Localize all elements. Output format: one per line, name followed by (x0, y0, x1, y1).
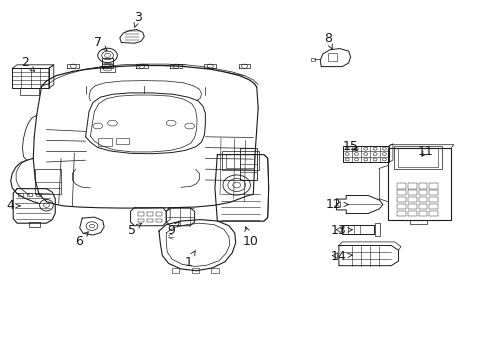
Bar (428, 190, 437, 195)
Text: 14: 14 (330, 250, 352, 263)
Bar (407, 211, 416, 216)
Text: 4: 4 (7, 199, 20, 212)
Text: 15: 15 (343, 140, 358, 153)
Bar (100, 66, 115, 72)
Bar (374, 223, 380, 236)
Bar (409, 220, 426, 224)
Bar (18, 193, 23, 196)
Bar (407, 183, 416, 189)
Bar (225, 154, 254, 168)
Bar (342, 225, 373, 234)
Bar (428, 204, 437, 209)
Text: 6: 6 (75, 232, 88, 248)
Bar (27, 193, 32, 196)
Bar (138, 212, 144, 216)
Bar (12, 68, 49, 88)
Bar (396, 183, 405, 189)
Bar (36, 193, 41, 196)
Bar (397, 148, 437, 167)
Bar (396, 211, 405, 216)
Bar (172, 268, 179, 273)
Bar (407, 204, 416, 209)
Text: 1: 1 (184, 251, 195, 269)
Bar (116, 138, 128, 144)
Text: 5: 5 (128, 224, 141, 237)
Bar (147, 212, 153, 216)
Bar (407, 190, 416, 195)
Bar (393, 146, 441, 169)
Text: 3: 3 (134, 11, 142, 27)
Text: 13: 13 (330, 224, 351, 237)
Text: 12: 12 (325, 198, 347, 211)
Bar (342, 146, 388, 162)
Bar (327, 53, 337, 61)
Text: 2: 2 (21, 56, 35, 71)
Bar (191, 268, 199, 273)
Bar (428, 183, 437, 189)
Bar (396, 190, 405, 195)
Bar (98, 138, 112, 146)
Bar (418, 183, 427, 189)
Bar (138, 219, 144, 222)
Bar (156, 219, 162, 222)
Text: 9: 9 (167, 221, 180, 237)
Bar (396, 204, 405, 209)
Bar (428, 197, 437, 202)
Bar (407, 197, 416, 202)
Bar (222, 151, 258, 170)
Text: 11: 11 (417, 145, 432, 158)
Bar (147, 219, 153, 222)
Bar (396, 197, 405, 202)
Bar (239, 148, 256, 180)
Bar (211, 268, 218, 273)
Bar (20, 88, 39, 95)
Bar (35, 169, 61, 194)
Bar (418, 197, 427, 202)
Bar (428, 211, 437, 216)
Bar (387, 148, 450, 220)
Bar (311, 58, 315, 61)
Bar (418, 190, 427, 195)
Bar (29, 222, 40, 227)
Text: 8: 8 (323, 32, 332, 49)
Text: 7: 7 (94, 36, 107, 50)
Text: 10: 10 (242, 227, 258, 248)
Bar (418, 204, 427, 209)
Bar (102, 58, 113, 66)
Bar (418, 211, 427, 216)
Bar (156, 212, 162, 216)
